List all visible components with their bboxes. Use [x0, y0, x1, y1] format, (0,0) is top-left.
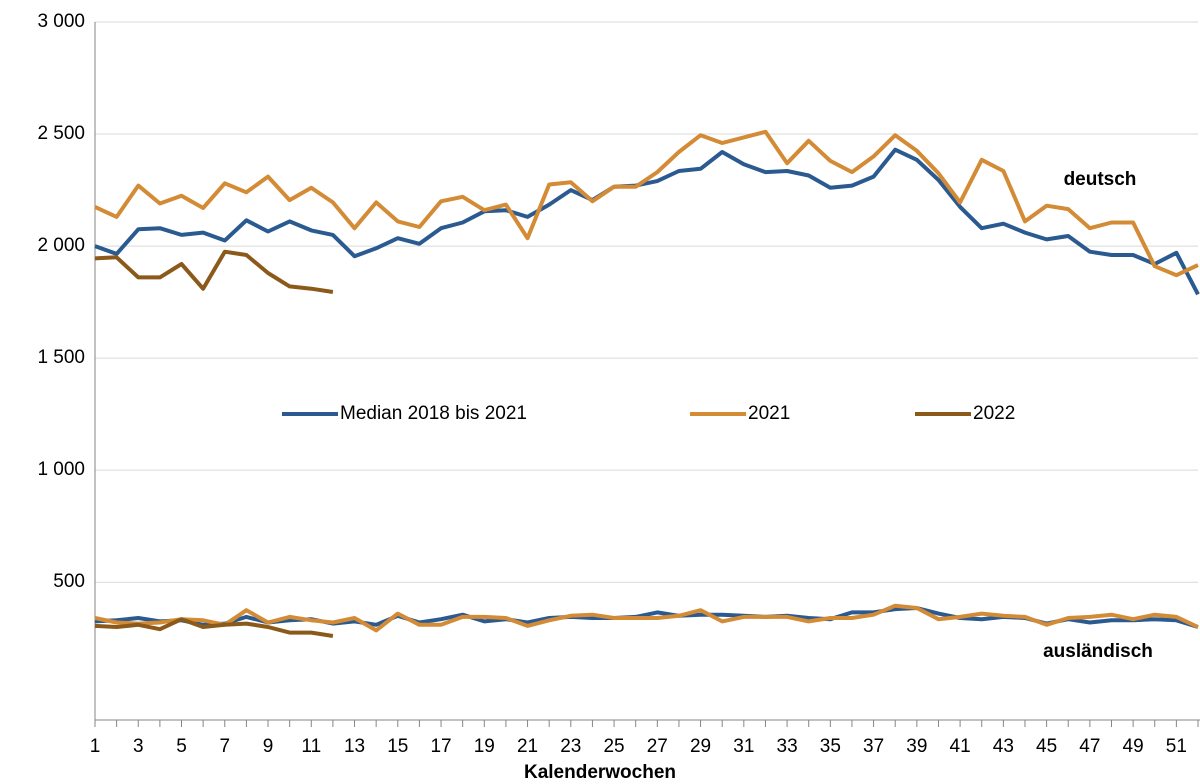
line-series	[94, 129, 1199, 278]
x-tick-label: 27	[647, 736, 668, 757]
x-tick-label: 31	[733, 736, 754, 757]
group-label: deutsch	[1064, 169, 1137, 190]
x-tick-label: 39	[906, 736, 927, 757]
y-tick-label: 1 500	[37, 347, 85, 368]
y-tick-label: 500	[53, 571, 85, 592]
x-axis-title: Kalenderwochen	[524, 762, 676, 783]
line-series	[94, 617, 334, 638]
y-tick-label: 2 500	[37, 123, 85, 144]
x-tick-label: 47	[1079, 736, 1100, 757]
x-tick-label: 11	[301, 736, 321, 757]
legend-label: 2021	[748, 403, 790, 424]
x-tick-label: 7	[219, 736, 230, 757]
x-tick-label: 41	[950, 736, 971, 757]
x-tick-label: 49	[1123, 736, 1144, 757]
x-tick-label: 19	[474, 736, 495, 757]
legend-label: Median 2018 bis 2021	[340, 403, 527, 424]
x-tick-label: 25	[603, 736, 624, 757]
x-tick-label: 37	[863, 736, 884, 757]
group-label: ausländisch	[1043, 641, 1153, 662]
x-tick-label: 43	[993, 736, 1014, 757]
x-tick-label: 3	[133, 736, 144, 757]
line-series	[94, 249, 334, 294]
x-tick-label: 29	[690, 736, 711, 757]
x-tick-label: 17	[430, 736, 451, 757]
x-tick-label: 51	[1166, 736, 1187, 757]
x-tick-label: 33	[777, 736, 798, 757]
x-tick-label: 23	[560, 736, 581, 757]
line-series	[94, 147, 1200, 296]
x-tick-label: 5	[176, 736, 187, 757]
x-tick-label: 35	[820, 736, 841, 757]
line-series	[94, 603, 1199, 633]
x-tick-label: 15	[387, 736, 408, 757]
x-tick-label: 45	[1036, 736, 1057, 757]
y-tick-label: 3 000	[37, 11, 85, 32]
x-tick-label: 13	[344, 736, 365, 757]
legend-label: 2022	[973, 403, 1015, 424]
x-tick-label: 1	[90, 736, 101, 757]
y-tick-label: 1 000	[37, 459, 85, 480]
x-tick-label: 9	[263, 736, 274, 757]
y-tick-label: 2 000	[37, 235, 85, 256]
x-tick-label: 21	[517, 736, 538, 757]
